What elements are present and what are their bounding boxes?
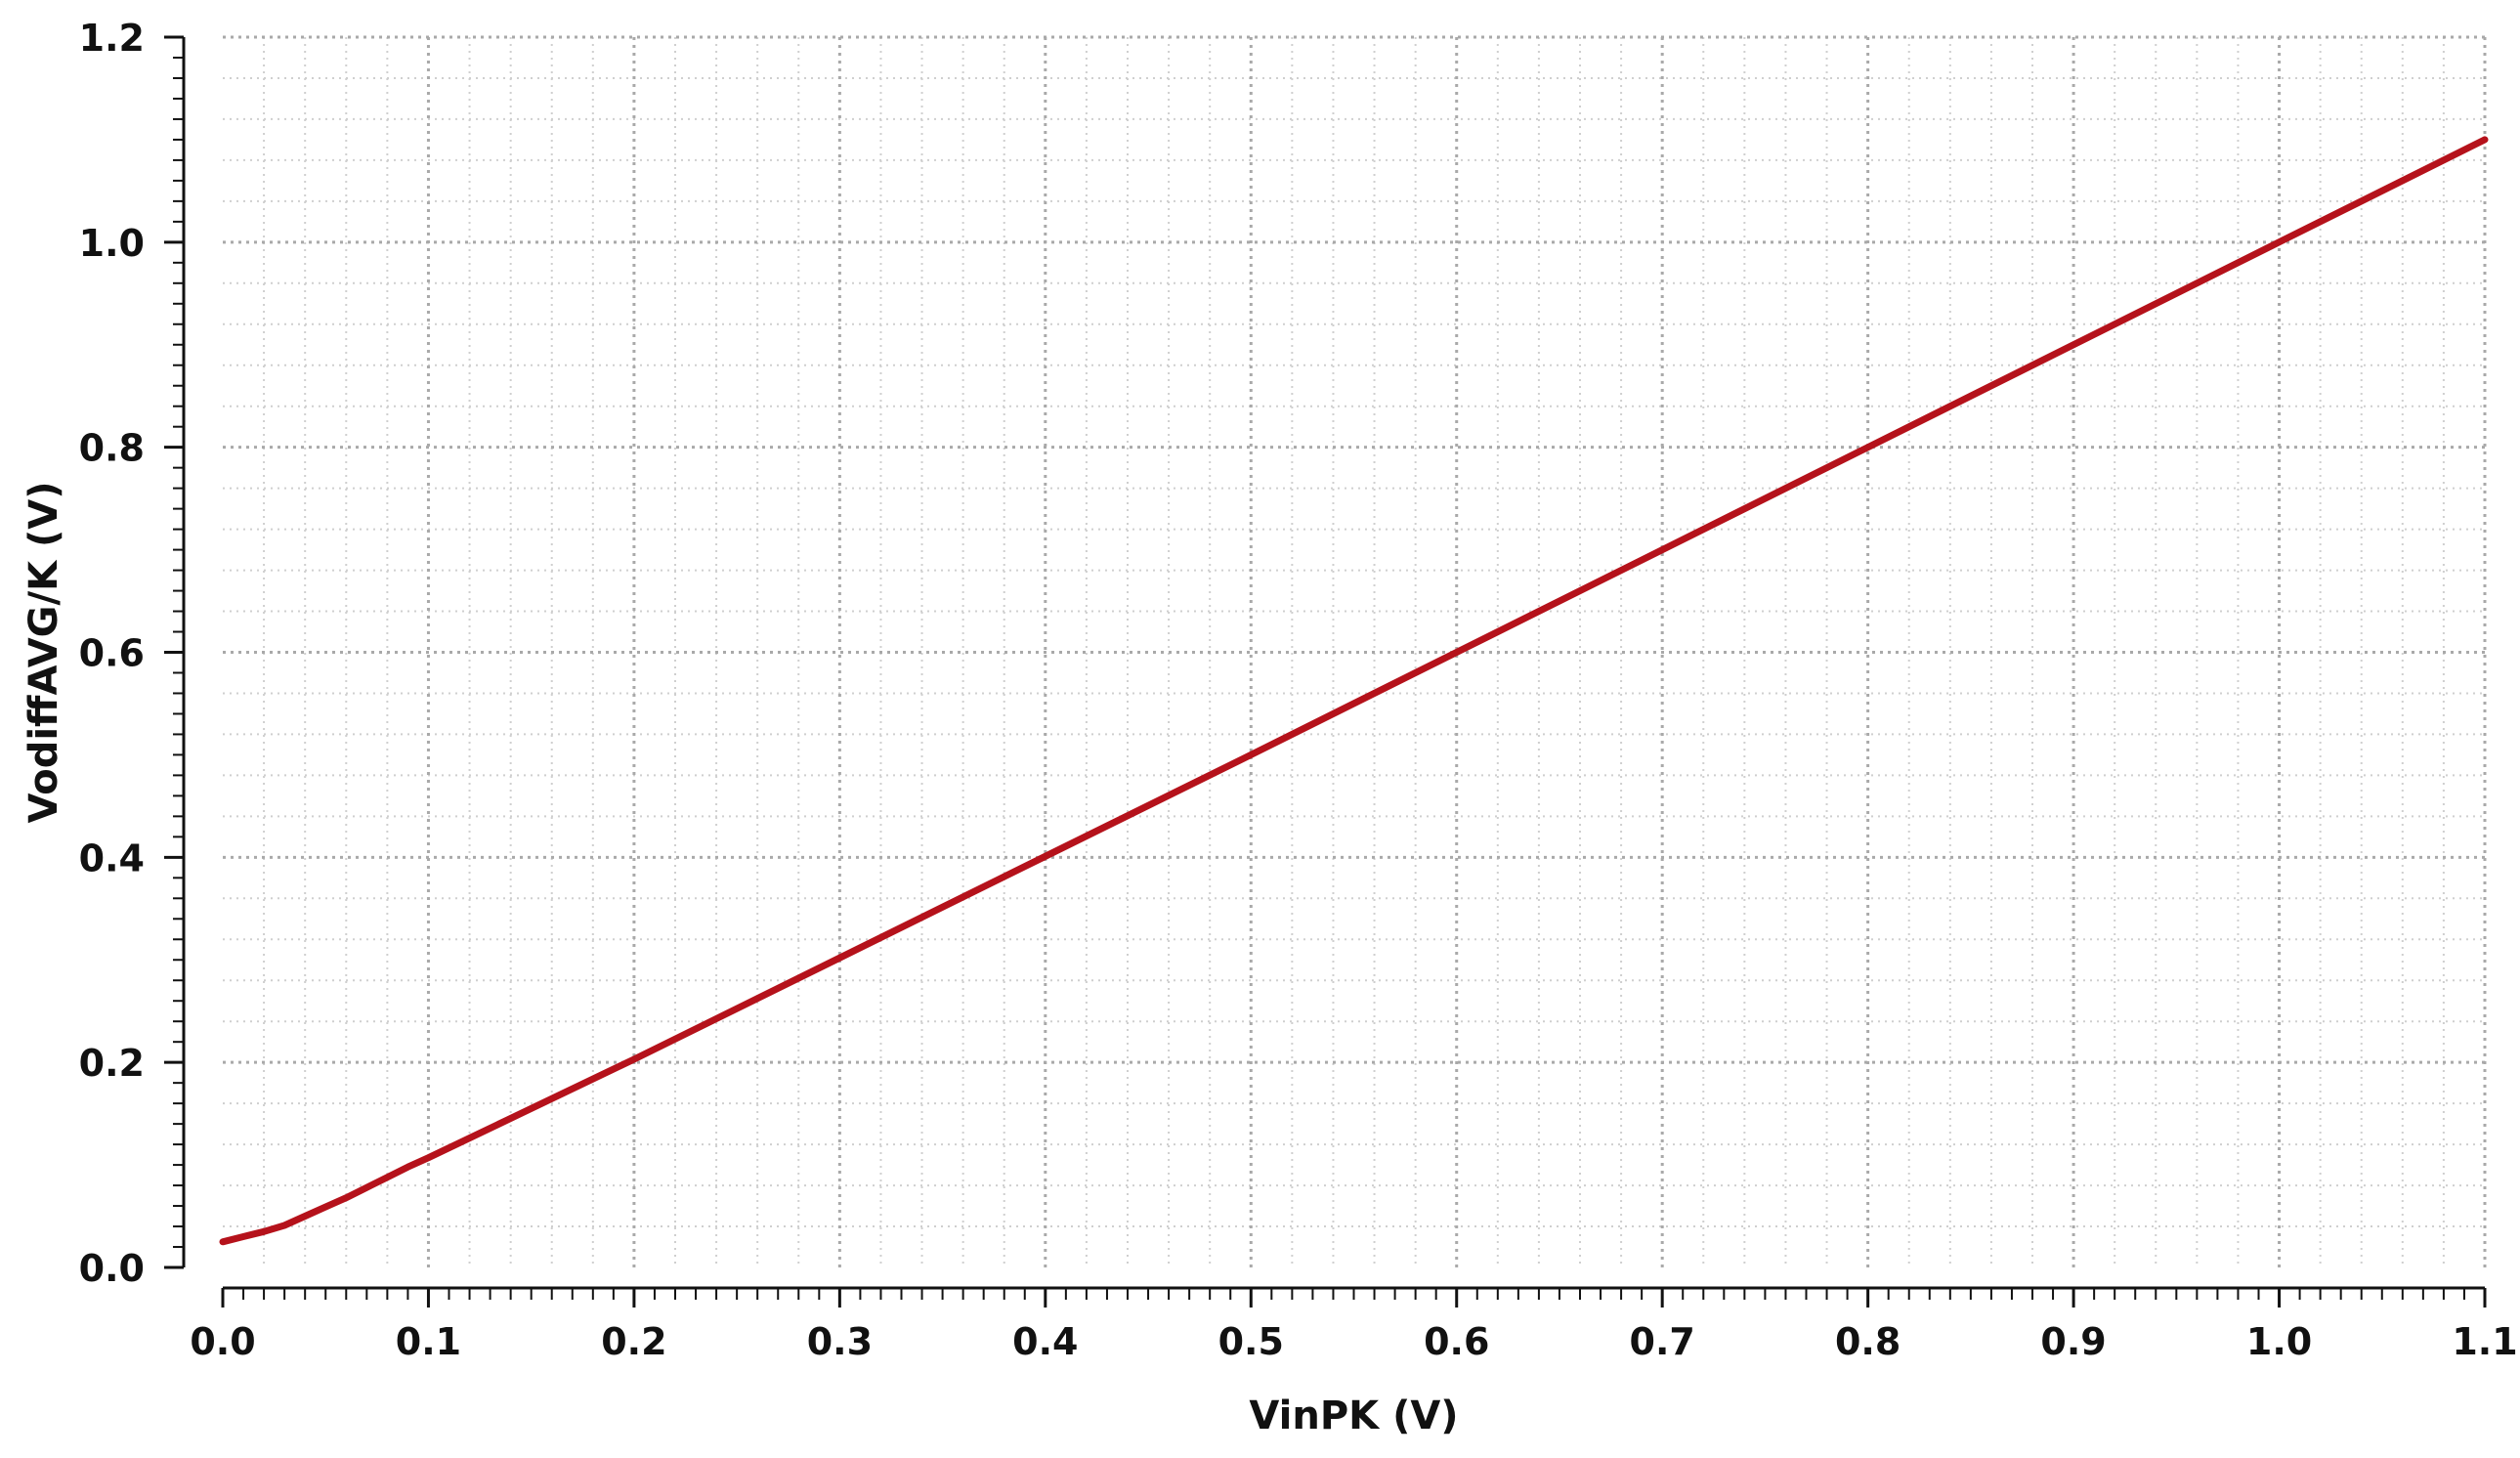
axes bbox=[182, 37, 2485, 1290]
grid bbox=[223, 35, 2487, 1267]
y-tick-label: 0.2 bbox=[79, 1042, 145, 1085]
x-tick-label: 0.9 bbox=[2040, 1320, 2106, 1363]
x-tick-label: 0.1 bbox=[396, 1320, 461, 1363]
y-tick-label: 0.6 bbox=[79, 632, 145, 675]
x-tick-label: 0.7 bbox=[1630, 1320, 1695, 1363]
x-tick-label: 0.8 bbox=[1835, 1320, 1901, 1363]
tick-marks bbox=[164, 35, 2487, 1308]
y-axis-label: VodiffAVG/K (V) bbox=[21, 481, 66, 823]
x-tick-label: 1.1 bbox=[2452, 1320, 2517, 1363]
series-line bbox=[219, 136, 2489, 1246]
x-tick-label: 0.4 bbox=[1012, 1320, 1078, 1363]
x-tick-label: 0.0 bbox=[190, 1320, 255, 1363]
tick-labels: 0.0 0.2 0.4 0.6 0.8 1.0 1.2 0.0 0.1 0.2 0.3 0.4 0.5 0… bbox=[79, 17, 2518, 1363]
x-tick-label: 0.6 bbox=[1424, 1320, 1489, 1363]
y-tick-label: 0.0 bbox=[79, 1247, 145, 1290]
x-tick-label: 1.0 bbox=[2246, 1320, 2312, 1363]
y-tick-label: 1.0 bbox=[79, 222, 145, 265]
x-tick-label: 0.3 bbox=[807, 1320, 873, 1363]
x-tick-label: 0.2 bbox=[601, 1320, 666, 1363]
series bbox=[219, 136, 2489, 1246]
x-tick-label: 0.5 bbox=[1218, 1320, 1284, 1363]
y-tick-label: 1.2 bbox=[79, 17, 145, 60]
y-tick-label: 0.8 bbox=[79, 427, 145, 470]
x-axis-label: VinPK (V) bbox=[1249, 1394, 1458, 1438]
y-tick-label: 0.4 bbox=[79, 836, 145, 879]
